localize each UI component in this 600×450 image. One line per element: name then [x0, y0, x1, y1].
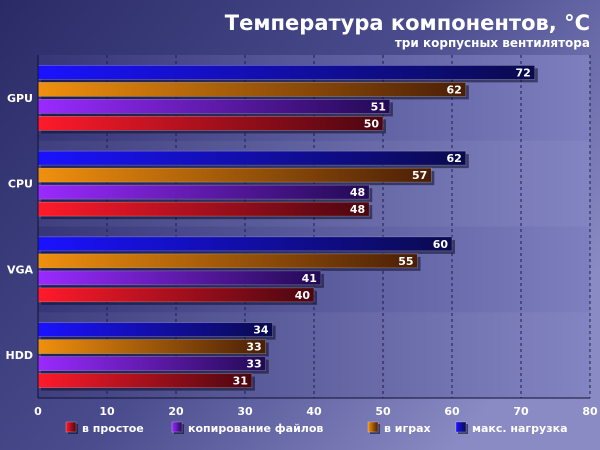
- bar-value-label: 50: [364, 117, 380, 130]
- x-tick-label: 30: [237, 405, 253, 418]
- x-tick-label: 40: [306, 405, 322, 418]
- legend-swatch: [367, 421, 379, 433]
- legend-swatch: [455, 421, 467, 433]
- bar-value-label: 62: [446, 152, 461, 165]
- x-tick-label: 80: [582, 405, 598, 418]
- bar-value-label: 62: [446, 83, 461, 96]
- x-tick-label: 0: [34, 405, 42, 418]
- bar: [37, 99, 391, 114]
- bar-value-label: 41: [302, 272, 317, 285]
- x-axis-ticks: 0 10 20 30 40 50 60 70 80: [34, 405, 598, 418]
- bar-value-label: 48: [350, 186, 365, 199]
- bar-value-label: 33: [246, 358, 261, 371]
- bar-value-label: 51: [371, 100, 386, 113]
- x-tick-label: 10: [99, 405, 115, 418]
- bar: [37, 150, 467, 166]
- category-label: GPU: [7, 92, 33, 105]
- bar-value-label: 40: [295, 289, 311, 302]
- bar-value-label: 48: [350, 203, 365, 216]
- legend-label: макс. нагрузка: [472, 422, 568, 435]
- bar: [37, 82, 467, 97]
- bar: [37, 236, 453, 252]
- bar: [37, 373, 253, 388]
- chart-title: Температура компонентов, °C: [225, 11, 590, 35]
- legend-label: в простое: [82, 422, 144, 435]
- chart-subtitle: три корпусных вентилятора: [395, 36, 590, 50]
- x-tick-label: 70: [513, 405, 529, 418]
- bar: [37, 287, 315, 303]
- bar: [37, 184, 370, 200]
- bar-value-label: 72: [515, 66, 530, 79]
- legend-swatch: [171, 421, 183, 433]
- x-tick-label: 60: [444, 405, 460, 418]
- category-label: CPU: [8, 178, 33, 191]
- bar: [37, 270, 322, 286]
- bar: [37, 201, 370, 217]
- legend-label: в играх: [384, 422, 431, 435]
- bar: [37, 65, 536, 80]
- category-label: HDD: [6, 349, 33, 362]
- bar: [37, 116, 384, 131]
- x-tick-label: 50: [375, 405, 391, 418]
- bar: [37, 339, 266, 354]
- bar: [37, 167, 432, 183]
- bar: [37, 253, 418, 269]
- bar: [37, 356, 266, 371]
- bars: 72 62 51 50 62 57 48 48 60 55 41 40 34 33 33 31: [37, 65, 538, 391]
- bar-value-label: 60: [433, 238, 449, 251]
- category-label: VGA: [7, 263, 34, 276]
- bar-value-label: 34: [253, 324, 269, 337]
- bar-value-label: 33: [246, 341, 261, 354]
- legend-label: копирование файлов: [188, 422, 323, 435]
- bar-value-label: 57: [412, 169, 427, 182]
- x-tick-label: 20: [168, 405, 184, 418]
- bar: [37, 322, 273, 337]
- legend: в простое копирование файлов в играх макс. …: [65, 421, 568, 435]
- legend-swatch: [65, 421, 77, 433]
- bar-value-label: 31: [233, 375, 248, 388]
- bar-value-label: 55: [398, 255, 413, 268]
- category-labels: GPU CPU VGA HDD: [6, 92, 34, 362]
